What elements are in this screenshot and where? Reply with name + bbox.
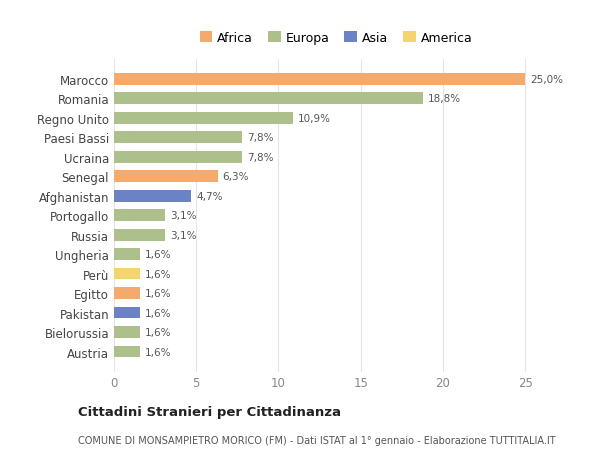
Text: 6,3%: 6,3%	[223, 172, 249, 182]
Text: 7,8%: 7,8%	[247, 133, 274, 143]
Text: 3,1%: 3,1%	[170, 230, 196, 240]
Text: 25,0%: 25,0%	[530, 75, 563, 84]
Bar	[114, 230, 165, 241]
Text: 1,6%: 1,6%	[145, 347, 172, 357]
Text: 18,8%: 18,8%	[428, 94, 461, 104]
Bar	[114, 249, 140, 260]
Text: 1,6%: 1,6%	[145, 327, 172, 337]
Text: 1,6%: 1,6%	[145, 250, 172, 260]
Bar	[114, 190, 191, 202]
Text: 4,7%: 4,7%	[196, 191, 223, 202]
Bar	[114, 151, 242, 163]
Legend: Africa, Europa, Asia, America: Africa, Europa, Asia, America	[200, 32, 472, 45]
Bar	[114, 93, 423, 105]
Bar	[114, 74, 525, 85]
Text: 7,8%: 7,8%	[247, 152, 274, 162]
Bar	[114, 346, 140, 358]
Bar	[114, 210, 165, 222]
Text: 3,1%: 3,1%	[170, 211, 196, 221]
Bar	[114, 268, 140, 280]
Bar	[114, 132, 242, 144]
Text: Cittadini Stranieri per Cittadinanza: Cittadini Stranieri per Cittadinanza	[78, 405, 341, 419]
Bar	[114, 307, 140, 319]
Text: 1,6%: 1,6%	[145, 288, 172, 298]
Bar	[114, 171, 218, 183]
Text: COMUNE DI MONSAMPIETRO MORICO (FM) - Dati ISTAT al 1° gennaio - Elaborazione TUT: COMUNE DI MONSAMPIETRO MORICO (FM) - Dat…	[78, 435, 556, 445]
Bar	[114, 288, 140, 299]
Text: 1,6%: 1,6%	[145, 269, 172, 279]
Text: 10,9%: 10,9%	[298, 113, 331, 123]
Text: 1,6%: 1,6%	[145, 308, 172, 318]
Bar	[114, 326, 140, 338]
Bar	[114, 113, 293, 124]
